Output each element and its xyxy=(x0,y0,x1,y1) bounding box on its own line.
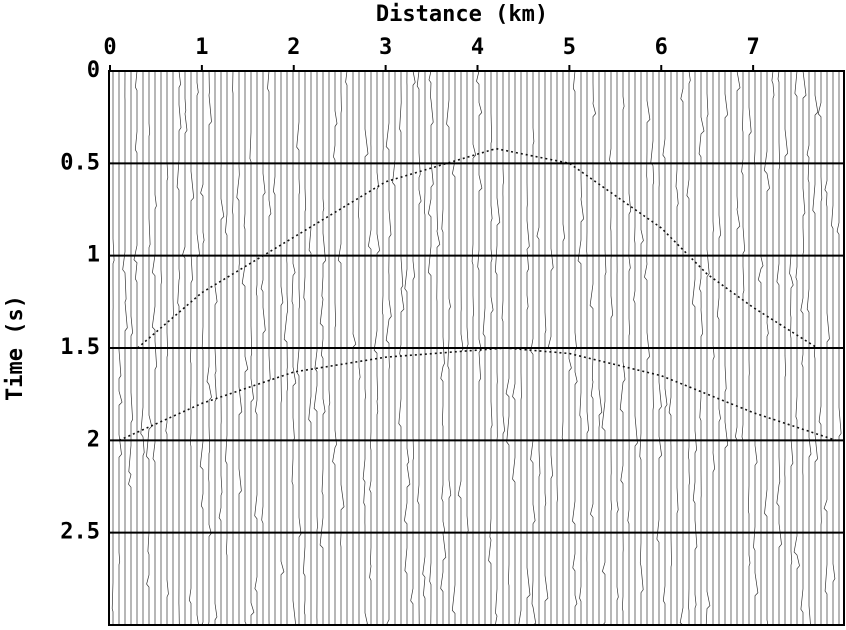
y-tick-label: 1.5 xyxy=(60,335,100,360)
y-tick-label: 2 xyxy=(87,427,100,452)
x-tick-label: 6 xyxy=(655,35,668,60)
y-axis-label: Time (s) xyxy=(3,295,28,401)
x-axis-label: Distance (km) xyxy=(376,2,548,27)
event xyxy=(138,149,818,348)
y-tick-label: 0.5 xyxy=(60,150,100,175)
y-tick-label: 2.5 xyxy=(60,520,100,545)
x-tick-label: 0 xyxy=(103,35,116,60)
x-tick-label: 2 xyxy=(287,35,300,60)
x-tick-label: 7 xyxy=(747,35,760,60)
x-tick-label: 1 xyxy=(195,35,208,60)
x-tick-label: 3 xyxy=(379,35,392,60)
x-tick-label: 4 xyxy=(471,35,484,60)
y-tick-label: 0 xyxy=(87,58,100,83)
y-tick-label: 1 xyxy=(87,243,100,268)
x-tick-label: 5 xyxy=(563,35,576,60)
